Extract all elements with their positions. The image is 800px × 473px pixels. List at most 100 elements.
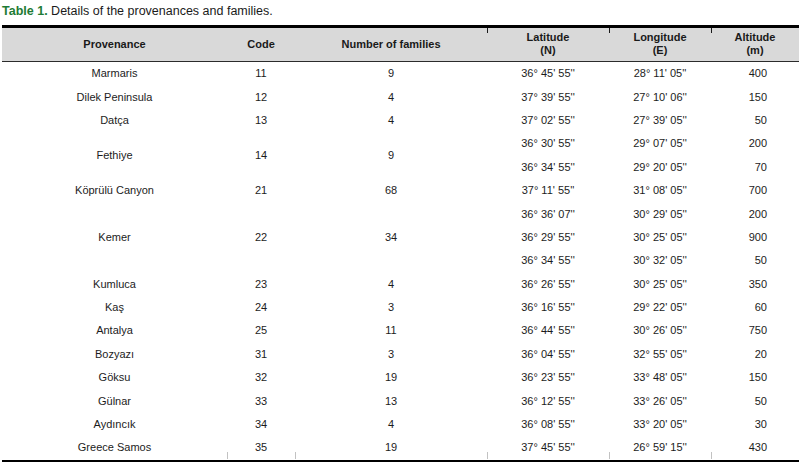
cell-families: 19 — [295, 366, 487, 389]
col-header-families: Number of families — [295, 27, 487, 62]
col-header-latitude: Latitude (N) — [487, 27, 609, 62]
cell-lon: 30° 26' 05'' — [609, 319, 711, 342]
col-header-code-label: Code — [227, 38, 295, 51]
cell-lat: 36° 36' 07'' — [487, 202, 609, 225]
cell-code: 33 — [227, 389, 295, 412]
cell-lat: 37° 45' 55'' — [487, 436, 609, 460]
cell-families: 19 — [295, 436, 487, 460]
cell-alt: 750 — [711, 319, 799, 342]
cell-code: 21 — [227, 179, 295, 202]
table-row: Antalya251136° 44' 55''30° 26' 05''750 — [2, 319, 799, 342]
cell-alt: 20 — [711, 343, 799, 366]
cell-provenance: Bozyazı — [2, 343, 227, 366]
cell-provenance: Dilek Peninsula — [2, 85, 227, 108]
table-row: Köprülü Canyon216837° 11' 55''31° 08' 05… — [2, 179, 799, 202]
cell-code: 23 — [227, 273, 295, 296]
table-row: Dilek Peninsula12437° 39' 55''27° 10' 06… — [2, 85, 799, 108]
cell-provenance: Göksu — [2, 366, 227, 389]
cell-families: 4 — [295, 413, 487, 436]
cell-families: 68 — [295, 179, 487, 202]
cell-alt: 200 — [711, 202, 799, 225]
cell-families: 9 — [295, 132, 487, 179]
cell-alt: 700 — [711, 179, 799, 202]
cell-code: 35 — [227, 436, 295, 460]
cell-lon: 33° 48' 05'' — [609, 366, 711, 389]
cell-provenance: Datça — [2, 109, 227, 132]
cell-lat: 36° 08' 55'' — [487, 413, 609, 436]
cell-alt: 430 — [711, 436, 799, 460]
col-header-latitude-label: Latitude — [487, 31, 609, 44]
cell-families: 3 — [295, 343, 487, 366]
table-row: Bozyazı31336° 04' 55''32° 55' 05''20 — [2, 343, 799, 366]
cell-provenance: Kumluca — [2, 273, 227, 296]
header-row: Provenance Code Number of families Latit… — [2, 27, 799, 62]
column-tick — [711, 452, 712, 459]
cell-families: 4 — [295, 109, 487, 132]
cell-code: 14 — [227, 132, 295, 179]
table-row: Fethiye14936° 30' 55''29° 07' 05''200 — [2, 132, 799, 155]
column-tick — [295, 452, 296, 459]
cell-families: 13 — [295, 389, 487, 412]
col-header-longitude: Longitude (E) — [609, 27, 711, 62]
cell-code: 32 — [227, 366, 295, 389]
column-tick — [609, 28, 610, 33]
cell-provenance: Marmaris — [2, 62, 227, 86]
cell-alt: 900 — [711, 226, 799, 249]
cell-lat: 36° 16' 55'' — [487, 296, 609, 319]
cell-lat: 36° 26' 55'' — [487, 273, 609, 296]
col-header-altitude: Altitude (m) — [711, 27, 799, 62]
table-row: Gülnar331336° 12' 55''33° 26' 05''50 — [2, 389, 799, 412]
table-row: Göksu321936° 23' 55''33° 48' 05''150 — [2, 366, 799, 389]
table-row: Kumluca23436° 26' 55''30° 25' 05''350 — [2, 273, 799, 296]
cell-provenance: Köprülü Canyon — [2, 179, 227, 202]
cell-alt: 50 — [711, 389, 799, 412]
table-row: Kemer223436° 36' 07''30° 29' 05''200 — [2, 202, 799, 225]
col-header-provenance-label: Provenance — [2, 38, 227, 51]
cell-lon: 30° 25' 05'' — [609, 226, 711, 249]
cell-lat: 36° 23' 55'' — [487, 366, 609, 389]
table-row: Aydıncık34436° 08' 55''33° 20' 05''30 — [2, 413, 799, 436]
table-header: Provenance Code Number of families Latit… — [2, 27, 799, 62]
cell-provenance: Aydıncık — [2, 413, 227, 436]
table-caption: Table 1. Details of the provenances and … — [2, 3, 273, 20]
cell-lon: 30° 25' 05'' — [609, 273, 711, 296]
column-tick — [487, 28, 488, 33]
cell-families: 4 — [295, 85, 487, 108]
cell-code: 22 — [227, 202, 295, 272]
cell-lon: 30° 29' 05'' — [609, 202, 711, 225]
table-body: Marmaris11936° 45' 55''28° 11' 05''400Di… — [2, 62, 799, 461]
cell-lat: 37° 39' 55'' — [487, 85, 609, 108]
cell-lon: 30° 32' 05'' — [609, 249, 711, 272]
cell-lon: 29° 20' 05'' — [609, 156, 711, 179]
cell-lat: 36° 30' 55'' — [487, 132, 609, 155]
cell-lat: 36° 12' 55'' — [487, 389, 609, 412]
table-row: Marmaris11936° 45' 55''28° 11' 05''400 — [2, 62, 799, 86]
col-header-longitude-unit: (E) — [609, 44, 711, 57]
col-header-longitude-label: Longitude — [609, 31, 711, 44]
cell-families: 9 — [295, 62, 487, 86]
cell-provenance: Kemer — [2, 202, 227, 272]
column-tick — [609, 452, 610, 459]
cell-lat: 37° 11' 55'' — [487, 179, 609, 202]
cell-alt: 50 — [711, 109, 799, 132]
table-row: Datça13437° 02' 55''27° 39' 05''50 — [2, 109, 799, 132]
provenance-table: Provenance Code Number of families Latit… — [2, 25, 799, 462]
col-header-latitude-unit: (N) — [487, 44, 609, 57]
cell-lon: 27° 10' 06'' — [609, 85, 711, 108]
cell-lon: 32° 55' 05'' — [609, 343, 711, 366]
col-header-families-label: Number of families — [295, 38, 487, 51]
cell-families: 3 — [295, 296, 487, 319]
col-header-altitude-label: Altitude — [711, 31, 799, 44]
cell-families: 11 — [295, 319, 487, 342]
cell-lat: 36° 04' 55'' — [487, 343, 609, 366]
cell-lon: 31° 08' 05'' — [609, 179, 711, 202]
column-tick — [227, 452, 228, 459]
table-wrapper: Provenance Code Number of families Latit… — [2, 25, 799, 462]
column-tick — [711, 28, 712, 33]
cell-lon: 29° 22' 05'' — [609, 296, 711, 319]
col-header-altitude-unit: (m) — [711, 44, 799, 57]
cell-provenance: Gülnar — [2, 389, 227, 412]
cell-code: 31 — [227, 343, 295, 366]
cell-provenance: Fethiye — [2, 132, 227, 179]
cell-families: 4 — [295, 273, 487, 296]
